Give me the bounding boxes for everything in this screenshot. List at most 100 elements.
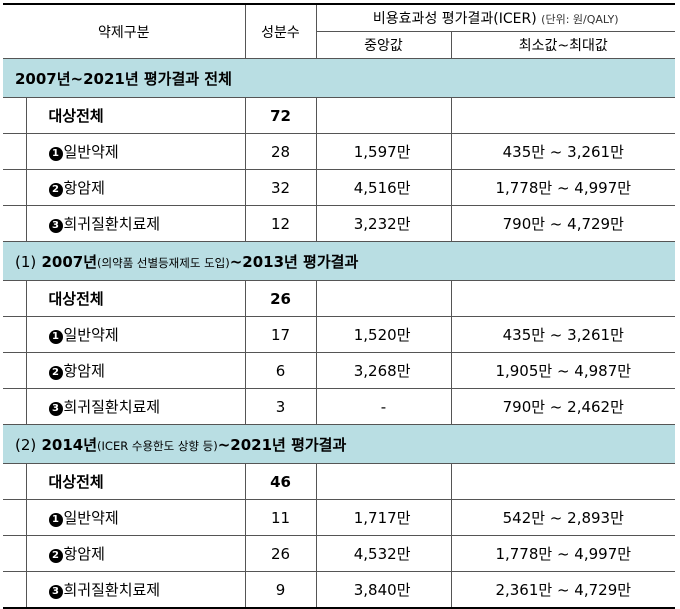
row-indent [3, 352, 27, 389]
row-indent [3, 499, 27, 536]
header-row-2: 중앙값 최소값~최대값 [3, 31, 675, 59]
circled-number-icon: 2 [48, 183, 63, 197]
table-row: 3 희귀질환치료제 12 3,232만 790만 ~ 4,729만 [3, 205, 675, 242]
row-range: 435만 ~ 3,261만 [450, 316, 675, 353]
total-row: 대상전체 26 [3, 280, 675, 317]
circled-number-icon: 1 [48, 147, 63, 161]
row-label: 대상전체 [48, 107, 104, 125]
table-row: 1 일반약제 11 1,717만 542만 ~ 2,893만 [3, 499, 675, 536]
section-title: 2007년~2021년 평가결과 전체 [3, 58, 675, 98]
row-count: 72 [244, 97, 317, 134]
circled-number-icon: 2 [48, 366, 63, 380]
row-label: 일반약제 [63, 143, 119, 161]
row-label: 항암제 [63, 362, 105, 380]
table-body: 2007년~2021년 평가결과 전체 대상전체 72 1 일반약제 28 1,597만 43… [3, 58, 675, 609]
row-label-cell: 대상전체 [25, 463, 246, 500]
row-count: 26 [244, 535, 317, 572]
row-label-cell: 1 일반약제 [25, 316, 246, 353]
row-median [315, 280, 452, 317]
header-count: 성분수 [244, 3, 317, 59]
row-count: 6 [244, 352, 317, 389]
row-count: 3 [244, 388, 317, 425]
row-range: 790만 ~ 2,462만 [450, 388, 675, 425]
circled-number-icon: 1 [48, 513, 63, 527]
circled-number-icon: 3 [48, 585, 63, 599]
section-header-row: (1) 2007년(의약품 선별등재제도 도입)~2013년 평가결과 [3, 241, 675, 281]
row-count: 46 [244, 463, 317, 500]
table-row: 2 항암제 6 3,268만 1,905만 ~ 4,987만 [3, 352, 675, 389]
row-label: 항암제 [63, 545, 105, 563]
table-row: 1 일반약제 17 1,520만 435만 ~ 3,261만 [3, 316, 675, 353]
row-median: 3,268만 [315, 352, 452, 389]
row-count: 32 [244, 169, 317, 206]
header-row-1: 약제구분 성분수 비용효과성 평가결과(ICER) (단위: 원/QALY) [3, 3, 675, 59]
header-icer-unit: (단위: 원/QALY) [541, 13, 619, 26]
row-indent [3, 280, 27, 317]
section-title: (2) 2014년(ICER 수용한도 상향 등)~2021년 평가결과 [3, 424, 675, 464]
circled-number-icon: 1 [48, 330, 63, 344]
row-range: 1,778만 ~ 4,997만 [450, 535, 675, 572]
section-title-main: 2007년~2021년 평가결과 전체 [15, 69, 232, 88]
section-title-main: 2007년 [41, 252, 98, 271]
table-row: 2 항암제 26 4,532만 1,778만 ~ 4,997만 [3, 535, 675, 572]
row-label: 희귀질환치료제 [63, 215, 161, 233]
row-range: 790만 ~ 4,729만 [450, 205, 675, 242]
row-median [315, 463, 452, 500]
row-label-cell: 2 항암제 [25, 535, 246, 572]
row-label-cell: 2 항암제 [25, 169, 246, 206]
row-median: 3,232만 [315, 205, 452, 242]
row-range [450, 463, 675, 500]
row-label: 희귀질환치료제 [63, 398, 161, 416]
row-label: 대상전체 [48, 290, 104, 308]
row-median: 4,532만 [315, 535, 452, 572]
row-indent [3, 169, 27, 206]
section-header-row: (2) 2014년(ICER 수용한도 상향 등)~2021년 평가결과 [3, 424, 675, 464]
icer-table-container: 약제구분 성분수 비용효과성 평가결과(ICER) (단위: 원/QALY) 중… [3, 3, 675, 609]
row-median: 1,520만 [315, 316, 452, 353]
row-range: 1,778만 ~ 4,997만 [450, 169, 675, 206]
header-category: 약제구분 [3, 3, 246, 59]
total-row: 대상전체 72 [3, 97, 675, 134]
row-median: 1,717만 [315, 499, 452, 536]
section-title-note: (의약품 선별등재제도 도입) [97, 255, 230, 270]
circled-number-icon: 3 [48, 219, 63, 233]
header-icer: 비용효과성 평가결과(ICER) (단위: 원/QALY) [315, 3, 675, 32]
row-range [450, 280, 675, 317]
row-indent [3, 316, 27, 353]
row-label-cell: 1 일반약제 [25, 499, 246, 536]
row-label: 일반약제 [63, 509, 119, 527]
row-count: 12 [244, 205, 317, 242]
section-title-number: (1) [15, 252, 37, 271]
row-count: 28 [244, 133, 317, 170]
row-label: 대상전체 [48, 473, 104, 491]
row-median: 1,597만 [315, 133, 452, 170]
row-label-cell: 2 항암제 [25, 352, 246, 389]
circled-number-icon: 3 [48, 402, 63, 416]
section-title-note: (ICER 수용한도 상향 등) [97, 438, 218, 453]
table-row: 2 항암제 32 4,516만 1,778만 ~ 4,997만 [3, 169, 675, 206]
row-indent [3, 463, 27, 500]
row-count: 26 [244, 280, 317, 317]
row-label: 희귀질환치료제 [63, 581, 161, 599]
header-range: 최소값~최대값 [450, 31, 675, 59]
circled-number-icon: 2 [48, 549, 63, 563]
row-indent [3, 535, 27, 572]
row-label-cell: 3 희귀질환치료제 [25, 388, 246, 425]
row-indent [3, 97, 27, 134]
icer-table: 약제구분 성분수 비용효과성 평가결과(ICER) (단위: 원/QALY) 중… [3, 3, 675, 609]
section-title-tail: ~2021년 평가결과 [217, 435, 347, 454]
row-indent [3, 388, 27, 425]
row-label: 항암제 [63, 179, 105, 197]
row-label-cell: 1 일반약제 [25, 133, 246, 170]
table-row: 3 희귀질환치료제 3-790만 ~ 2,462만 [3, 388, 675, 425]
row-range: 435만 ~ 3,261만 [450, 133, 675, 170]
table-row: 1 일반약제 28 1,597만 435만 ~ 3,261만 [3, 133, 675, 170]
row-median [315, 97, 452, 134]
row-range: 1,905만 ~ 4,987만 [450, 352, 675, 389]
row-label-cell: 대상전체 [25, 280, 246, 317]
section-title: (1) 2007년(의약품 선별등재제도 도입)~2013년 평가결과 [3, 241, 675, 281]
section-title-main: 2014년 [41, 435, 98, 454]
row-median: 4,516만 [315, 169, 452, 206]
row-range [450, 97, 675, 134]
header-icer-title: 비용효과성 평가결과(ICER) [372, 11, 537, 27]
